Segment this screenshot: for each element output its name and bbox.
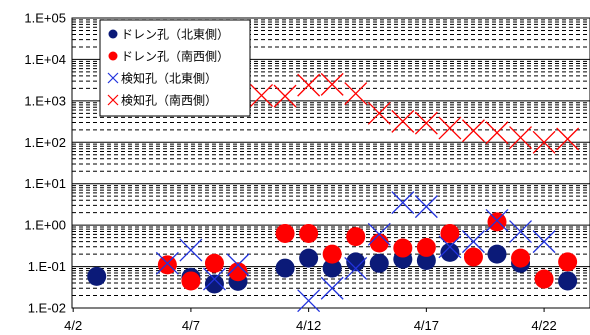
data-point bbox=[416, 251, 436, 271]
x-tick-label: 4/22 bbox=[531, 318, 556, 333]
data-point bbox=[367, 101, 391, 125]
legend-marker bbox=[107, 94, 119, 106]
data-point bbox=[558, 252, 578, 272]
data-point bbox=[461, 119, 485, 143]
gridlines bbox=[72, 17, 590, 309]
data-point bbox=[299, 223, 319, 243]
y-tick-label: 1.E-01 bbox=[28, 259, 66, 274]
data-point bbox=[438, 116, 462, 140]
data-point bbox=[485, 121, 509, 145]
data-point bbox=[275, 258, 295, 278]
data-point bbox=[273, 84, 297, 108]
data-point bbox=[391, 109, 415, 133]
x-axis-ticks: 4/2 4/7 4/12 4/17 4/22 bbox=[64, 308, 557, 333]
y-tick-label: 1.E+01 bbox=[24, 176, 66, 191]
data-point bbox=[532, 130, 556, 154]
legend-label: ドレン孔（北東側） bbox=[121, 28, 229, 42]
data-point bbox=[438, 235, 462, 259]
data-point bbox=[344, 82, 368, 106]
data-point bbox=[487, 244, 507, 264]
plot-area bbox=[71, 17, 590, 309]
y-tick-label: 1.E-02 bbox=[28, 301, 66, 316]
data-point bbox=[202, 267, 226, 291]
y-tick-label: 1.E+04 bbox=[24, 52, 66, 67]
data-point bbox=[367, 222, 391, 246]
data-point bbox=[416, 237, 436, 257]
data-point bbox=[320, 72, 344, 96]
data-point bbox=[487, 212, 507, 232]
data-point bbox=[322, 258, 342, 278]
data-point bbox=[155, 251, 179, 275]
data-point bbox=[440, 242, 460, 262]
y-axis-ticks: 1.E-02 1.E-01 1.E+00 1.E+01 1.E+02 1.E+03 1.E+… bbox=[24, 11, 66, 316]
data-point bbox=[532, 230, 556, 254]
data-point bbox=[393, 238, 413, 258]
data-point bbox=[534, 269, 554, 289]
data-point bbox=[558, 271, 578, 291]
data-point bbox=[250, 83, 274, 107]
data-point bbox=[463, 247, 483, 267]
legend-box bbox=[99, 19, 251, 117]
data-point bbox=[556, 127, 580, 151]
data-point bbox=[414, 111, 438, 135]
data-point bbox=[226, 253, 250, 277]
series-4 bbox=[226, 72, 580, 154]
x-tick-label: 4/12 bbox=[296, 318, 321, 333]
legend-marker bbox=[108, 51, 118, 61]
y-tick-label: 1.E+02 bbox=[24, 135, 66, 150]
x-tick-label: 4/2 bbox=[64, 318, 82, 333]
data-point bbox=[369, 233, 389, 253]
data-point bbox=[509, 220, 533, 244]
data-point bbox=[297, 73, 321, 97]
legend-label: 検知孔（南西側） bbox=[121, 93, 217, 108]
legend: ドレン孔（北東側） ドレン孔（南西側） 検知孔（北東側） 検知孔（南西側） bbox=[99, 19, 251, 117]
data-point bbox=[204, 274, 224, 294]
data-point bbox=[275, 223, 295, 243]
data-point bbox=[228, 262, 248, 282]
data-point bbox=[485, 208, 509, 232]
legend-marker bbox=[108, 29, 118, 39]
data-point bbox=[299, 248, 319, 268]
data-point bbox=[509, 126, 533, 150]
data-point bbox=[346, 227, 366, 247]
data-point bbox=[322, 244, 342, 264]
data-point bbox=[414, 195, 438, 219]
data-point bbox=[320, 276, 344, 300]
data-point bbox=[297, 289, 321, 313]
data-point bbox=[344, 257, 368, 280]
data-point bbox=[179, 238, 203, 262]
data-point bbox=[461, 230, 485, 254]
legend-marker bbox=[107, 72, 119, 84]
x-tick-label: 4/7 bbox=[182, 318, 200, 333]
data-point bbox=[181, 271, 201, 291]
y-tick-label: 1.E+05 bbox=[24, 11, 66, 26]
y-tick-label: 1.E+03 bbox=[24, 93, 66, 108]
data-point bbox=[87, 266, 107, 286]
data-point bbox=[391, 191, 415, 215]
data-point bbox=[346, 252, 366, 272]
y-tick-label: 1.E+00 bbox=[24, 218, 66, 233]
data-marks bbox=[87, 72, 580, 313]
legend-label: ドレン孔（南西側） bbox=[121, 49, 229, 64]
legend-label: 検知孔（北東側） bbox=[121, 72, 217, 86]
series-3 bbox=[155, 191, 556, 313]
x-tick-label: 4/17 bbox=[414, 318, 439, 333]
data-point bbox=[204, 253, 224, 273]
data-point bbox=[369, 253, 389, 273]
data-point bbox=[511, 248, 531, 268]
series-2 bbox=[157, 212, 578, 291]
data-point bbox=[157, 255, 177, 275]
data-point bbox=[440, 223, 460, 243]
